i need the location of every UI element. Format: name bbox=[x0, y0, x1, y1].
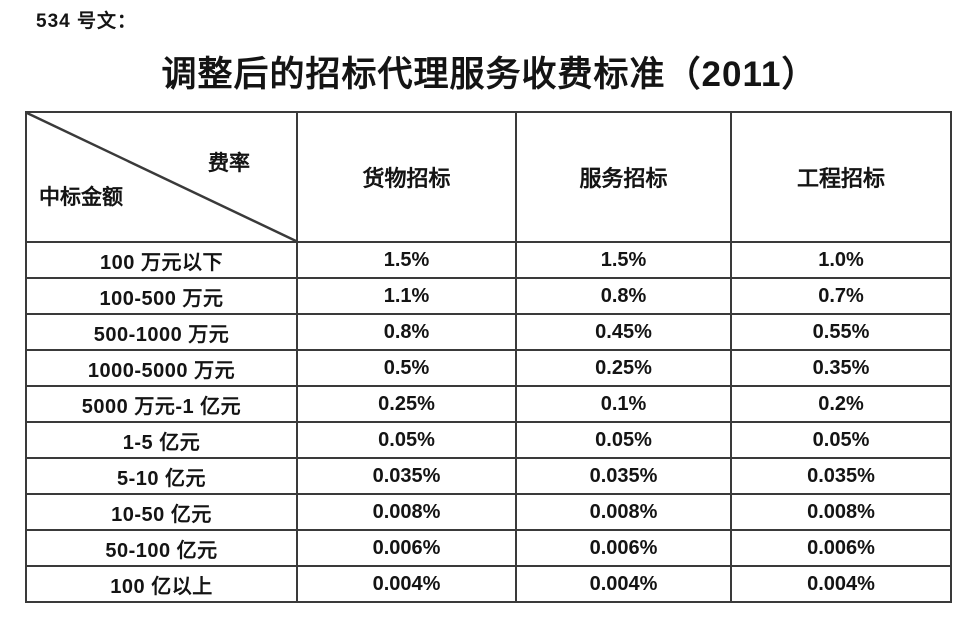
table-row: 50-100 亿元 0.006% 0.006% 0.006% bbox=[25, 529, 952, 567]
goods-rate-cell: 1.5% bbox=[296, 241, 517, 279]
amount-cell: 5-10 亿元 bbox=[25, 457, 298, 495]
goods-rate-cell: 0.008% bbox=[296, 493, 517, 531]
engineering-rate-cell: 0.006% bbox=[730, 529, 952, 567]
corner-label-rate: 费率 bbox=[208, 152, 250, 175]
amount-cell: 100 亿以上 bbox=[25, 565, 298, 603]
doc-number-label: 534 号文： bbox=[36, 11, 137, 32]
engineering-rate-cell: 0.7% bbox=[730, 277, 952, 315]
diagonal-divider-line bbox=[28, 114, 295, 240]
table-row: 500-1000 万元 0.8% 0.45% 0.55% bbox=[25, 313, 952, 351]
engineering-rate-cell: 0.35% bbox=[730, 349, 952, 387]
services-rate-cell: 0.05% bbox=[515, 421, 732, 459]
table-row: 100 亿以上 0.004% 0.004% 0.004% bbox=[25, 565, 952, 603]
amount-cell: 100 万元以下 bbox=[25, 241, 298, 279]
corner-label-amount: 中标金额 bbox=[39, 186, 123, 209]
services-rate-cell: 1.5% bbox=[515, 241, 732, 279]
table-row: 1000-5000 万元 0.5% 0.25% 0.35% bbox=[25, 349, 952, 387]
goods-rate-cell: 0.006% bbox=[296, 529, 517, 567]
services-rate-cell: 0.1% bbox=[515, 385, 732, 423]
services-rate-cell: 0.45% bbox=[515, 313, 732, 351]
services-rate-cell: 0.006% bbox=[515, 529, 732, 567]
goods-rate-cell: 1.1% bbox=[296, 277, 517, 315]
amount-cell: 10-50 亿元 bbox=[25, 493, 298, 531]
goods-rate-cell: 0.05% bbox=[296, 421, 517, 459]
goods-rate-cell: 0.5% bbox=[296, 349, 517, 387]
corner-header-cell: 费率 中标金额 bbox=[25, 111, 298, 243]
amount-cell: 5000 万元-1 亿元 bbox=[25, 385, 298, 423]
header-row: 费率 中标金额 货物招标 服务招标 工程招标 bbox=[25, 111, 952, 243]
table-row: 10-50 亿元 0.008% 0.008% 0.008% bbox=[25, 493, 952, 531]
table-row: 5-10 亿元 0.035% 0.035% 0.035% bbox=[25, 457, 952, 495]
table-row: 1-5 亿元 0.05% 0.05% 0.05% bbox=[25, 421, 952, 459]
goods-rate-cell: 0.035% bbox=[296, 457, 517, 495]
engineering-rate-cell: 0.004% bbox=[730, 565, 952, 603]
goods-rate-cell: 0.004% bbox=[296, 565, 517, 603]
column-header-goods: 货物招标 bbox=[296, 111, 517, 243]
services-rate-cell: 0.004% bbox=[515, 565, 732, 603]
goods-rate-cell: 0.8% bbox=[296, 313, 517, 351]
table-row: 100 万元以下 1.5% 1.5% 1.0% bbox=[25, 241, 952, 279]
services-rate-cell: 0.035% bbox=[515, 457, 732, 495]
engineering-rate-cell: 0.55% bbox=[730, 313, 952, 351]
amount-cell: 50-100 亿元 bbox=[25, 529, 298, 567]
amount-cell: 1000-5000 万元 bbox=[25, 349, 298, 387]
table-row: 5000 万元-1 亿元 0.25% 0.1% 0.2% bbox=[25, 385, 952, 423]
amount-cell: 500-1000 万元 bbox=[25, 313, 298, 351]
amount-cell: 1-5 亿元 bbox=[25, 421, 298, 459]
fee-rate-table: 费率 中标金额 货物招标 服务招标 工程招标 100 万元以下 1.5% 1.5… bbox=[25, 111, 952, 603]
services-rate-cell: 0.25% bbox=[515, 349, 732, 387]
services-rate-cell: 0.008% bbox=[515, 493, 732, 531]
engineering-rate-cell: 0.008% bbox=[730, 493, 952, 531]
amount-cell: 100-500 万元 bbox=[25, 277, 298, 315]
services-rate-cell: 0.8% bbox=[515, 277, 732, 315]
goods-rate-cell: 0.25% bbox=[296, 385, 517, 423]
column-header-services: 服务招标 bbox=[515, 111, 732, 243]
page-title: 调整后的招标代理服务收费标准（2011） bbox=[161, 55, 818, 94]
engineering-rate-cell: 1.0% bbox=[730, 241, 952, 279]
column-header-engineering: 工程招标 bbox=[730, 111, 952, 243]
engineering-rate-cell: 0.035% bbox=[730, 457, 952, 495]
table-row: 100-500 万元 1.1% 0.8% 0.7% bbox=[25, 277, 952, 315]
engineering-rate-cell: 0.2% bbox=[730, 385, 952, 423]
engineering-rate-cell: 0.05% bbox=[730, 421, 952, 459]
